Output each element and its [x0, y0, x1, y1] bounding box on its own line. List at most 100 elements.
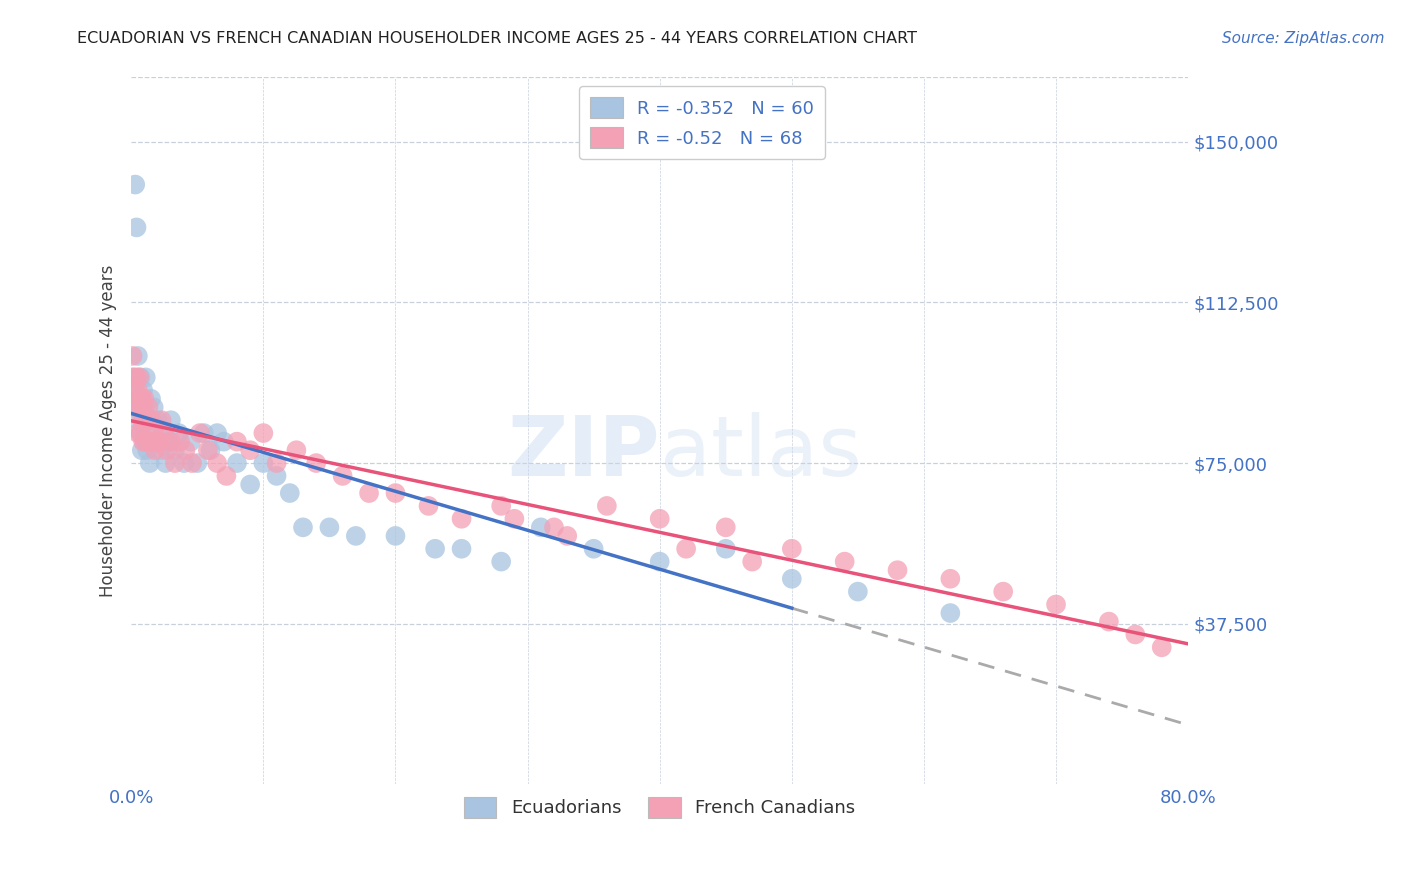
- Point: [418, 499, 440, 513]
- Point: [1150, 640, 1173, 655]
- Point: [1045, 598, 1067, 612]
- Point: [226, 456, 249, 470]
- Point: [173, 456, 195, 470]
- Point: [121, 370, 143, 384]
- Point: [157, 434, 180, 449]
- Point: [152, 426, 174, 441]
- Point: [582, 541, 605, 556]
- Point: [139, 434, 162, 449]
- Point: [122, 370, 145, 384]
- Point: [132, 383, 155, 397]
- Point: [122, 383, 145, 397]
- Point: [146, 413, 169, 427]
- Point: [450, 541, 472, 556]
- Point: [1123, 627, 1146, 641]
- Point: [939, 606, 962, 620]
- Point: [135, 434, 157, 449]
- Point: [169, 434, 191, 449]
- Point: [124, 383, 146, 397]
- Point: [127, 349, 149, 363]
- Point: [205, 426, 228, 441]
- Point: [489, 499, 512, 513]
- Text: ZIP: ZIP: [508, 411, 659, 492]
- Point: [139, 413, 162, 427]
- Point: [780, 572, 803, 586]
- Point: [138, 434, 160, 449]
- Point: [125, 370, 148, 384]
- Y-axis label: Householder Income Ages 25 - 44 years: Householder Income Ages 25 - 44 years: [100, 265, 117, 597]
- Point: [648, 512, 671, 526]
- Point: [127, 413, 149, 427]
- Point: [131, 392, 153, 406]
- Point: [252, 426, 274, 441]
- Point: [305, 456, 328, 470]
- Point: [124, 178, 146, 192]
- Point: [163, 443, 186, 458]
- Point: [156, 443, 179, 458]
- Point: [131, 401, 153, 415]
- Point: [344, 529, 367, 543]
- Point: [129, 392, 152, 406]
- Point: [142, 401, 165, 415]
- Point: [993, 584, 1015, 599]
- Point: [135, 426, 157, 441]
- Point: [143, 443, 166, 458]
- Point: [181, 456, 204, 470]
- Point: [292, 520, 315, 534]
- Point: [226, 434, 249, 449]
- Point: [239, 477, 262, 491]
- Point: [543, 520, 565, 534]
- Point: [357, 486, 380, 500]
- Point: [155, 456, 177, 470]
- Point: [134, 392, 156, 406]
- Point: [148, 434, 170, 449]
- Point: [197, 443, 219, 458]
- Point: [530, 520, 553, 534]
- Point: [714, 541, 737, 556]
- Point: [163, 456, 186, 470]
- Point: [846, 584, 869, 599]
- Point: [160, 434, 183, 449]
- Point: [384, 529, 406, 543]
- Point: [503, 512, 526, 526]
- Point: [129, 426, 152, 441]
- Point: [780, 541, 803, 556]
- Point: [132, 401, 155, 415]
- Point: [252, 456, 274, 470]
- Point: [193, 426, 215, 441]
- Point: [131, 413, 153, 427]
- Point: [124, 401, 146, 415]
- Point: [141, 413, 163, 427]
- Point: [186, 456, 208, 470]
- Point: [142, 426, 165, 441]
- Point: [332, 469, 354, 483]
- Point: [180, 434, 202, 449]
- Point: [143, 434, 166, 449]
- Point: [714, 520, 737, 534]
- Point: [160, 413, 183, 427]
- Point: [150, 413, 173, 427]
- Point: [149, 443, 172, 458]
- Point: [205, 456, 228, 470]
- Point: [278, 486, 301, 500]
- Point: [127, 383, 149, 397]
- Point: [131, 443, 153, 458]
- Point: [648, 555, 671, 569]
- Point: [134, 401, 156, 415]
- Point: [886, 563, 908, 577]
- Point: [423, 541, 446, 556]
- Point: [318, 520, 340, 534]
- Point: [188, 426, 211, 441]
- Point: [127, 426, 149, 441]
- Point: [139, 456, 162, 470]
- Point: [136, 443, 159, 458]
- Point: [285, 443, 308, 458]
- Point: [266, 456, 288, 470]
- Point: [596, 499, 619, 513]
- Point: [121, 349, 143, 363]
- Point: [134, 413, 156, 427]
- Point: [129, 426, 152, 441]
- Point: [134, 434, 156, 449]
- Point: [174, 443, 197, 458]
- Legend: Ecuadorians, French Canadians: Ecuadorians, French Canadians: [457, 789, 863, 825]
